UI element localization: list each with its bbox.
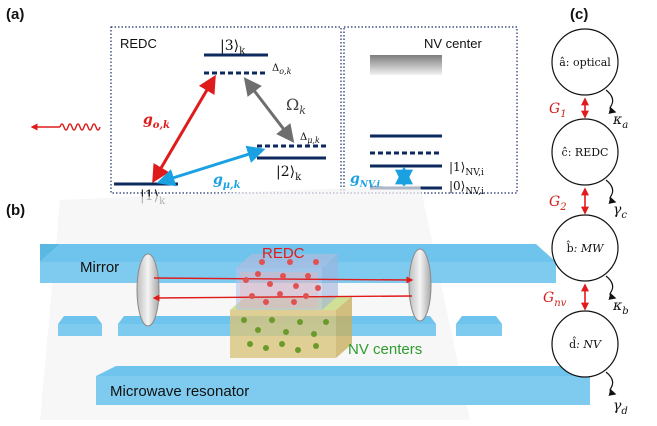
g-o-label: go,k	[143, 112, 170, 131]
node-nv-label: d̂: NV	[569, 337, 602, 351]
nv-centers-label: NV centers	[348, 341, 422, 358]
decay-kappa-a: κa	[612, 112, 628, 131]
redc-glow	[240, 272, 318, 308]
mirror-label: Mirror	[80, 259, 119, 276]
decay-arrow-mw	[605, 275, 617, 300]
nv-level-1-label: |1⟩NV,i	[449, 160, 484, 178]
control-field-arrow	[243, 77, 295, 143]
node-redc-label: ĉ: REDC	[562, 146, 609, 159]
right-block-front	[456, 324, 502, 336]
panel-label-b: (b)	[6, 202, 25, 219]
resonator-front	[96, 376, 590, 405]
nv-level-diagram: NV center |1⟩NV,i |0⟩NV,i gNV,i	[343, 26, 518, 197]
g-nv-label: gNV,i	[350, 171, 381, 190]
right-block-top	[456, 316, 502, 324]
resonator-label: Microwave resonator	[110, 383, 249, 400]
left-mirror	[136, 253, 160, 327]
photon-wave	[59, 123, 101, 131]
decay-gamma-d: γd	[613, 398, 628, 417]
node-nv	[551, 310, 619, 378]
redc-box-title: REDC	[120, 36, 157, 51]
nv-box-frame	[343, 26, 518, 194]
emitted-photon	[30, 123, 101, 131]
upper-slab-edge	[40, 244, 60, 262]
mode-chain: â: optical κa G1 ĉ: REDC γc G2 b̂: MW κb…	[543, 28, 629, 417]
node-optical	[551, 28, 619, 96]
coupling-g1-label: G1	[549, 101, 567, 120]
nv-excited-band	[370, 55, 442, 75]
g-mu-label: gμ,k	[213, 172, 241, 191]
coupling-gnv-label: Gnv	[543, 290, 567, 309]
node-redc	[551, 118, 619, 186]
mw-coupling-arrow	[156, 145, 266, 187]
redc-delta-o-label: Δo,k	[272, 63, 292, 76]
redc-level-3-label: |3⟩k	[220, 38, 246, 57]
decay-arrow-optical	[605, 89, 617, 114]
redc-level-2-label: |2⟩k	[276, 164, 302, 183]
decay-kappa-b: κb	[612, 298, 629, 317]
node-mw-label: b̂: MW	[566, 241, 605, 255]
decay-gamma-c: γc	[613, 202, 627, 221]
redc-level-diagram: REDC |3⟩k Δo,k Δμ,k |2⟩k |1⟩k go,k gμ,k …	[110, 26, 342, 207]
redc-delta-mu-label: Δμ,k	[300, 132, 320, 145]
decay-arrow-nv	[605, 371, 617, 396]
decay-arrow-redc	[605, 179, 617, 204]
node-mw	[551, 214, 619, 282]
nv-box-title: NV center	[424, 36, 482, 51]
left-block-front	[58, 324, 102, 336]
panel-label-a: (a)	[6, 6, 24, 23]
redc-label: REDC	[262, 245, 305, 262]
nv-level-0-label: |0⟩NV,i	[449, 179, 484, 197]
left-block-top	[58, 316, 102, 324]
redc-ions	[243, 259, 321, 305]
redc-box-frame	[110, 26, 342, 194]
nv-crystal-side	[336, 296, 352, 358]
resonator-top	[96, 366, 590, 376]
omega-label: Ωk	[286, 95, 306, 117]
cavity-scene: Microwave resonator	[40, 185, 590, 420]
node-optical-label: â: optical	[559, 56, 611, 69]
coupling-g2-label: G2	[549, 194, 567, 213]
nv-centers-dots	[241, 317, 329, 353]
right-mirror	[408, 248, 432, 322]
beam-backward	[152, 294, 413, 302]
nv-crystal-front	[230, 310, 336, 358]
panel-label-c: (c)	[570, 6, 588, 23]
